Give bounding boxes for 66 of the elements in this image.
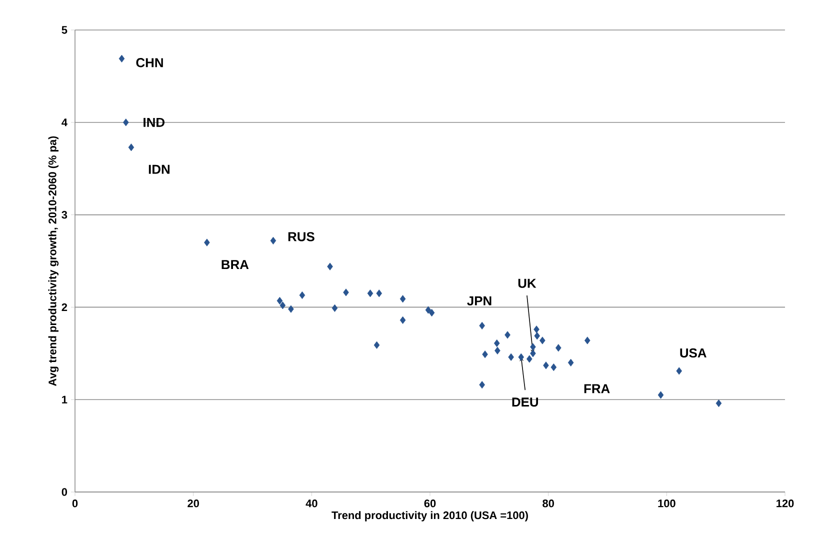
annotation: UK: [518, 278, 536, 288]
y-tick-label: 3: [62, 210, 68, 219]
point: [343, 288, 349, 296]
point: [299, 291, 306, 299]
point: [276, 296, 283, 305]
x-tick-label: 0: [72, 500, 78, 508]
annotation: IND: [144, 118, 164, 127]
point: [118, 54, 125, 62]
point: [288, 305, 294, 313]
point: [122, 118, 129, 126]
x-tick-label: 80: [542, 500, 554, 508]
point: [530, 350, 536, 358]
point: [504, 331, 510, 339]
point: [270, 236, 276, 244]
point: [428, 308, 435, 317]
point: [584, 336, 590, 344]
point: [530, 343, 536, 351]
point: [550, 363, 557, 372]
annotation: USA: [680, 348, 706, 358]
point: [556, 344, 562, 352]
point: [534, 332, 540, 340]
point: [374, 341, 380, 349]
point: [518, 353, 524, 361]
point: [400, 316, 406, 324]
point: [494, 346, 500, 354]
annotation: FRA: [584, 384, 610, 394]
point: [280, 302, 286, 310]
point: [479, 322, 485, 330]
annotation: BRA: [222, 260, 249, 269]
y-tick-label: 5: [62, 26, 68, 34]
x-tick-label: 20: [188, 500, 199, 508]
x-tick-label: 100: [658, 500, 676, 508]
point: [425, 306, 432, 314]
x-tick-label: 60: [424, 500, 436, 508]
x-tick-label: 120: [776, 500, 794, 508]
annotation: JPN: [467, 296, 492, 306]
annotation: IDN: [148, 164, 170, 174]
point: [128, 144, 134, 152]
point: [658, 391, 664, 399]
y-tick-label: 4: [62, 118, 68, 126]
point: [482, 350, 488, 358]
point: [479, 381, 485, 389]
point: [540, 336, 546, 344]
point: [508, 353, 514, 361]
point: [332, 304, 338, 312]
point: [494, 339, 500, 348]
x-tick-label: 40: [306, 500, 318, 508]
point: [543, 362, 549, 370]
point: [676, 367, 682, 375]
y-tick-label: 0: [62, 488, 68, 496]
point: [400, 295, 406, 303]
y-axis-title: Avg trend productivity growth, 2010-2060 (% pa): [48, 136, 59, 386]
point: [204, 238, 210, 246]
point: [367, 290, 374, 298]
annotation: DEU: [512, 398, 538, 407]
y-tick-label: 1: [62, 396, 68, 404]
annotation: CHN: [136, 58, 163, 68]
y-tick-label: 2: [62, 303, 68, 312]
point: [534, 326, 540, 334]
point: [327, 262, 333, 270]
point: [526, 355, 532, 363]
point: [568, 358, 574, 366]
point: [716, 399, 722, 408]
point: [376, 290, 382, 298]
x-axis-title: Trend productivity in 2010 (USA =100): [332, 511, 528, 522]
annotation: RUS: [288, 232, 314, 242]
